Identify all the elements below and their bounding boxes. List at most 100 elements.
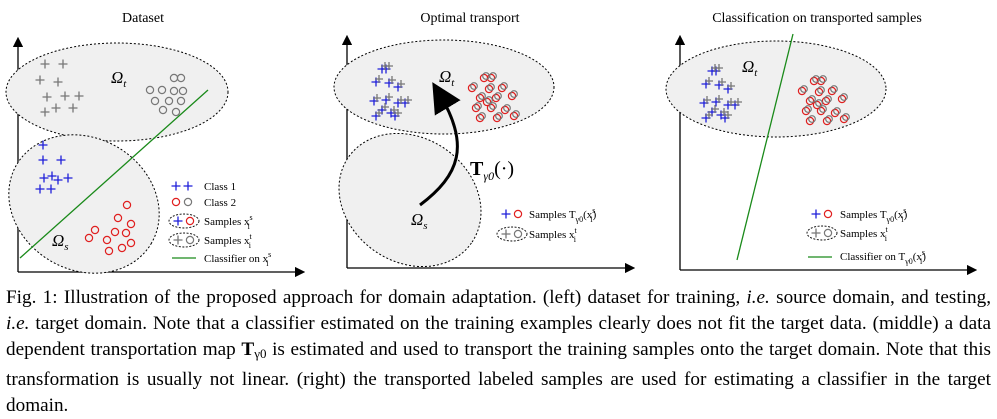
markers-left [35, 59, 188, 256]
target-plus-marker [51, 103, 61, 113]
caption-transport-map-symbol: T [241, 339, 255, 360]
target-plus-marker [53, 77, 63, 87]
caption-transport-map-subscript: γ0 [254, 346, 267, 361]
target-plus-marker [705, 111, 713, 119]
transported-class2-circle [509, 111, 519, 121]
transported-class2-circle-right [797, 75, 850, 126]
legend-classifier-label-right: Classifier on Tγ0(xs i) [840, 248, 926, 266]
target-domain-region-middle [333, 39, 555, 135]
legend-class2-swatch [171, 197, 181, 207]
class1-plus-marker [53, 175, 63, 185]
class2-circle-marker [102, 235, 112, 245]
caption-text-1: Illustration of the proposed approach fo… [57, 287, 747, 308]
panel-title-middle: Optimal transport [420, 11, 519, 26]
transported-class2-circle [475, 93, 485, 103]
target-plus-marker [373, 94, 381, 102]
transported-class2-circle [482, 97, 492, 107]
target-plus-marker [394, 109, 402, 117]
target-circle-marker [176, 73, 186, 83]
omega-t-label-middle: Ωt [439, 67, 455, 89]
target-plus-marker [385, 62, 393, 70]
target-plus-marker [40, 107, 50, 117]
target-circle-marker [157, 85, 167, 95]
target-plus-marker [724, 111, 732, 119]
target-plus-marker [715, 64, 723, 72]
transported-class2-circle [814, 87, 824, 97]
legend-source-samples-swatch [173, 216, 183, 226]
class1-plus-marker [39, 173, 49, 183]
class2-circle-marker [126, 238, 136, 248]
panel-left: Dataset Ωt Ωs Class 1 Class 2 Samples xs… [5, 11, 306, 278]
target-plus-marker [397, 96, 405, 104]
class2-circle-marker [113, 213, 123, 223]
transported-class2-circle-middle [467, 72, 520, 123]
caption-text-3: target domain. Note that a classifier es… [6, 313, 991, 360]
target-circle-marker [819, 105, 827, 113]
target-plus-marker [388, 76, 396, 84]
target-class2-circle-left [145, 73, 188, 117]
target-circle-marker [512, 110, 520, 118]
legend-source-samples-swatch [185, 216, 195, 226]
source-domain-region-left [8, 134, 160, 274]
target-circle-marker [489, 102, 497, 110]
transported-class2-circle [816, 106, 826, 116]
transported-class1-plus-right [699, 64, 742, 123]
target-circle-marker [171, 107, 181, 117]
target-circle-marker [494, 92, 502, 100]
legend-classifier-label-left: Classifier on xs i [204, 250, 271, 268]
target-circle-marker [817, 86, 825, 94]
transported-class2-circle [500, 105, 510, 115]
target-plus-marker [375, 109, 383, 117]
legend-transported-swatch [823, 209, 833, 219]
target-plus-marker [727, 82, 735, 90]
legend-class1-swatch [171, 181, 181, 191]
source-class1-plus-left [35, 140, 73, 194]
caption-fig-label: Fig. 1: [6, 287, 58, 308]
transport-map-label: Tγ0(·) [470, 158, 514, 183]
target-circle-marker [825, 115, 833, 123]
target-circle-marker [808, 95, 816, 103]
target-plus-marker [711, 105, 719, 113]
target-circle-marker [478, 112, 486, 120]
legend-source-samples-label: Samples xs i [204, 213, 253, 231]
target-circle-marker [500, 82, 508, 90]
figure-graphic: Dataset Ωt Ωs Class 1 Class 2 Samples xs… [5, 11, 978, 278]
transported-class2-circle [507, 91, 517, 101]
legend-transported-swatch [513, 209, 523, 219]
target-domain-region-left [5, 42, 229, 142]
legend-target-samples-swatch [496, 226, 528, 242]
omega-t-label-right: Ωt [742, 57, 758, 79]
target-plus-marker [40, 59, 50, 69]
markers-middle [369, 62, 520, 123]
legend-transported-swatch [501, 209, 511, 219]
target-circle-marker [489, 72, 497, 80]
source-domain-region-middle [338, 132, 482, 268]
target-circle-marker [470, 82, 478, 90]
transported-class2-circle [497, 83, 507, 93]
target-circle-marker [824, 95, 832, 103]
transported-class2-circle [475, 113, 485, 123]
classifier-line-right [736, 33, 794, 261]
transported-class2-circle [816, 76, 826, 86]
transported-class2-circle [822, 116, 832, 126]
transported-class2-circle [471, 103, 481, 113]
transported-class2-circle [486, 103, 496, 113]
target-plus-marker [58, 59, 68, 69]
target-circle-marker [808, 115, 816, 123]
target-circle-marker [842, 113, 850, 121]
legend-transported-samples-label-right: Samples Tγ0(xs i) [840, 206, 908, 224]
class2-circle-marker [84, 233, 94, 243]
class2-circle-marker [117, 243, 127, 253]
class1-plus-marker [35, 184, 45, 194]
transported-class2-circle [812, 100, 822, 110]
target-circle-marker [495, 112, 503, 120]
legend-class2-swatch [183, 197, 193, 207]
target-circle-marker [804, 105, 812, 113]
target-plus-marker [727, 98, 735, 106]
class1-plus-marker [38, 155, 48, 165]
target-circle-marker [176, 96, 186, 106]
legend-middle: Samples Tγ0(xs i) Samples xt i [496, 206, 597, 244]
figure-caption: Fig. 1: Illustration of the proposed app… [6, 285, 991, 419]
legend-left: Class 1 Class 2 Samples xs i Samples xt i … [168, 181, 271, 268]
legend-target-samples-swatch [806, 225, 838, 241]
